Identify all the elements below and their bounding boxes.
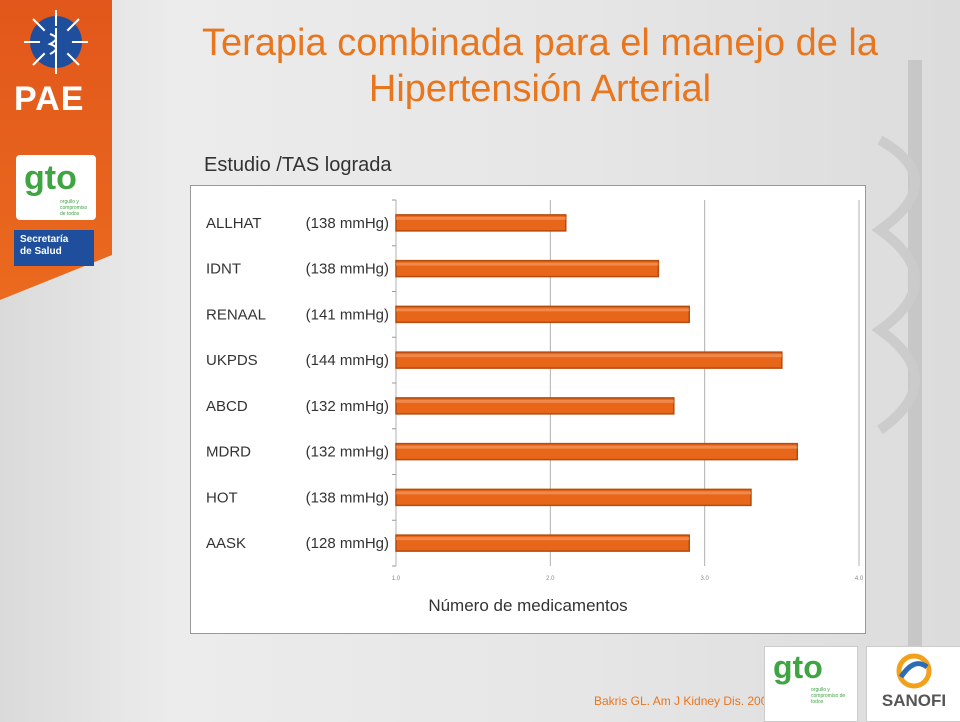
category-label: UKPDS bbox=[206, 352, 258, 369]
sanofi-logo: SANOFI bbox=[866, 646, 960, 722]
category-label: ABCD bbox=[206, 398, 248, 415]
secretaria-line2: de Salud bbox=[20, 246, 62, 257]
gto-logo-bottom-tagline: orgullo y compromiso de todos bbox=[811, 687, 846, 705]
category-pressure-label: (138 mmHg) bbox=[306, 489, 389, 506]
bar-highlight bbox=[396, 262, 659, 266]
category-label: MDRD bbox=[206, 444, 251, 461]
category-label: AASK bbox=[206, 535, 246, 552]
category-pressure-label: (138 mmHg) bbox=[306, 215, 389, 232]
bar-highlight bbox=[396, 537, 690, 541]
slide-title: Terapia combinada para el manejo de la H… bbox=[140, 20, 940, 112]
x-tick-label: 4.0 bbox=[855, 576, 864, 582]
secretaria-line1: Secretaría bbox=[20, 234, 69, 245]
category-pressure-label: (141 mmHg) bbox=[306, 306, 389, 323]
category-label: RENAAL bbox=[206, 306, 266, 323]
category-pressure-label: (144 mmHg) bbox=[306, 352, 389, 369]
x-tick-label: 1.0 bbox=[392, 576, 401, 582]
bar-highlight bbox=[396, 445, 798, 449]
pae-logo: PAE bbox=[14, 80, 85, 118]
caduceus-emblem-icon bbox=[24, 10, 88, 74]
category-pressure-label: (128 mmHg) bbox=[306, 535, 389, 552]
bar-highlight bbox=[396, 308, 690, 312]
bar-highlight bbox=[396, 399, 674, 403]
category-label: HOT bbox=[206, 489, 238, 506]
gto-logo-tagline: orgullo y compromiso de todos bbox=[60, 199, 88, 217]
category-pressure-label: (132 mmHg) bbox=[306, 398, 389, 415]
category-pressure-label: (138 mmHg) bbox=[306, 261, 389, 278]
bar-highlight bbox=[396, 491, 751, 495]
x-tick-label: 3.0 bbox=[700, 576, 709, 582]
sanofi-logo-text: SANOFI bbox=[881, 691, 947, 710]
x-axis-label: Número de medicamentos bbox=[428, 596, 628, 615]
chart-panel: 1.0 2.0 3.0 4.0 ALLHAT (138 mmHg) IDNT (138 mmH… bbox=[190, 185, 866, 634]
gto-logo-bottom: gto orgullo y compromiso de todos bbox=[764, 646, 858, 722]
category-pressure-label: (132 mmHg) bbox=[306, 444, 389, 461]
bar-highlight bbox=[396, 216, 566, 220]
bar-chart: 1.0 2.0 3.0 4.0 ALLHAT (138 mmHg) IDNT (138 mmH… bbox=[206, 199, 864, 582]
category-label: IDNT bbox=[206, 261, 241, 278]
gto-logo-bottom-text: gto bbox=[773, 649, 823, 685]
gto-logo: gto orgullo y compromiso de todos bbox=[16, 155, 96, 220]
gto-logo-text: gto bbox=[24, 159, 77, 197]
x-tick-label: 2.0 bbox=[546, 576, 555, 582]
category-label: ALLHAT bbox=[206, 215, 262, 232]
sanofi-swirl-icon bbox=[896, 653, 932, 689]
citation: Bakris GL. Am J Kidney Dis. 2000 bbox=[594, 694, 775, 708]
slide-title-line2: Hipertensión Arterial bbox=[368, 68, 712, 110]
chart-subtitle: Estudio /TAS lograda bbox=[204, 154, 392, 176]
bar-highlight bbox=[396, 354, 782, 358]
decorative-caduceus-watermark bbox=[871, 60, 922, 660]
secretaria-salud-logo: Secretaría de Salud bbox=[14, 230, 94, 266]
slide-title-line1: Terapia combinada para el manejo de la bbox=[202, 22, 878, 64]
